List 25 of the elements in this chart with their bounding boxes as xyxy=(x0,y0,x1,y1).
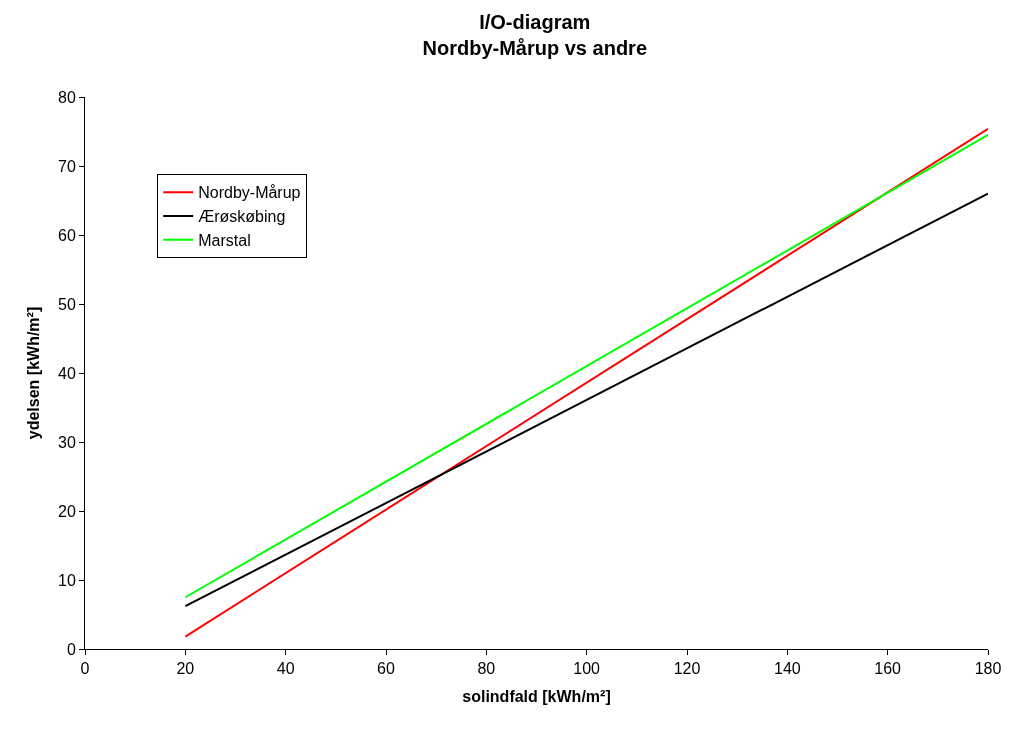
y-tick-label: 30 xyxy=(58,433,76,451)
x-tick-label: 100 xyxy=(573,660,601,678)
y-tick-label: 50 xyxy=(58,295,76,313)
y-axis-title: ydelsen [kWh/m²] xyxy=(24,306,42,440)
y-tick-label: 40 xyxy=(58,364,76,382)
legend-label: Ærøskøbing xyxy=(198,208,286,226)
y-tick-label: 80 xyxy=(58,88,76,106)
legend-label: Marstal xyxy=(198,232,251,250)
legend-label: Nordby-Mårup xyxy=(198,184,301,202)
y-tick-label: 10 xyxy=(58,571,76,589)
x-axis-title: solindfald [kWh/m²] xyxy=(462,687,611,705)
y-tick-label: 0 xyxy=(66,640,76,658)
x-tick-label: 60 xyxy=(377,660,395,678)
y-tick-label: 20 xyxy=(58,502,76,520)
x-tick-label: 180 xyxy=(974,660,1002,678)
x-tick-label: 80 xyxy=(477,660,496,678)
x-tick-label: 20 xyxy=(176,660,195,678)
x-tick-label: 140 xyxy=(773,660,801,678)
chart-title: I/O-diagram Nordby-Mårup vs andre xyxy=(422,11,648,60)
x-tick-label: 40 xyxy=(276,660,295,678)
x-tick-label: 160 xyxy=(874,660,902,678)
y-tick-label: 60 xyxy=(58,226,76,244)
x-tick-label: 0 xyxy=(80,660,90,678)
y-tick-label: 70 xyxy=(58,157,76,175)
x-tick-label: 120 xyxy=(673,660,701,678)
